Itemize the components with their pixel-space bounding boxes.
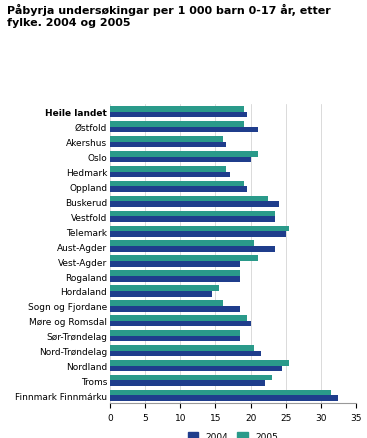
Bar — [110, 276, 240, 282]
Bar — [110, 306, 240, 312]
Bar — [110, 152, 258, 157]
Bar — [110, 172, 229, 178]
Bar — [110, 291, 212, 297]
Bar — [110, 181, 244, 187]
Bar — [110, 315, 247, 321]
Bar — [110, 247, 275, 252]
Bar — [110, 142, 226, 148]
Bar — [110, 261, 240, 267]
Bar — [110, 366, 282, 371]
Bar — [110, 396, 338, 401]
Bar — [110, 241, 254, 247]
Bar — [110, 187, 247, 193]
Bar — [110, 217, 275, 223]
Bar — [110, 107, 244, 113]
Bar — [110, 360, 289, 366]
Bar — [110, 300, 222, 306]
Bar — [110, 330, 240, 336]
Bar — [110, 390, 331, 396]
Bar — [110, 122, 244, 127]
Bar — [110, 157, 251, 163]
Bar — [110, 211, 275, 217]
Bar — [110, 202, 279, 208]
Bar — [110, 232, 286, 237]
Bar — [110, 166, 226, 172]
Text: Påbyrja undersøkingar per 1 000 barn 0-17 år, etter
fylke. 2004 og 2005: Påbyrja undersøkingar per 1 000 barn 0-1… — [7, 4, 331, 28]
Bar — [110, 345, 254, 351]
Bar — [110, 321, 251, 327]
Bar — [110, 256, 258, 261]
Bar — [110, 226, 289, 232]
Bar — [110, 351, 261, 357]
Bar — [110, 271, 240, 276]
Bar — [110, 113, 247, 118]
Bar — [110, 286, 219, 291]
Bar — [110, 381, 265, 386]
Bar — [110, 127, 258, 133]
Bar — [110, 196, 268, 202]
Bar — [110, 336, 240, 342]
Legend: 2004, 2005: 2004, 2005 — [184, 428, 282, 438]
Bar — [110, 137, 222, 142]
Bar — [110, 375, 272, 381]
